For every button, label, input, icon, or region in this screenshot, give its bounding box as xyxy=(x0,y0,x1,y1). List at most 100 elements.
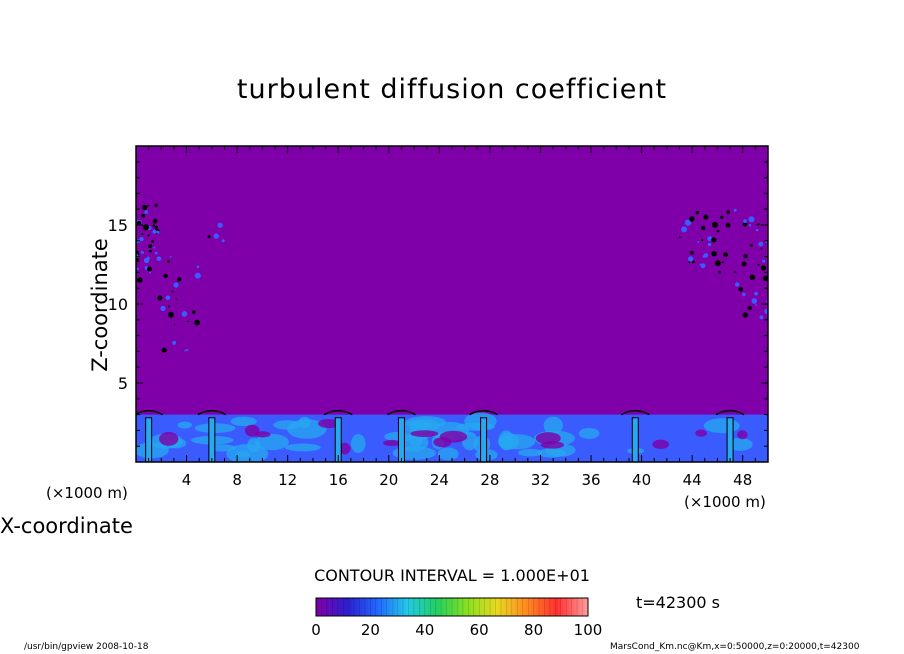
turbulence-swirl xyxy=(350,434,366,453)
colorbar-frame xyxy=(315,597,589,617)
turbulence-speck xyxy=(742,312,748,318)
colorbar-segment xyxy=(443,598,447,616)
turbulence-swirl xyxy=(405,416,446,428)
colorbar-segment xyxy=(337,598,341,616)
colorbar-segment xyxy=(566,598,570,616)
colorbar-segment xyxy=(316,598,320,616)
time-label: t=42300 s xyxy=(636,593,720,612)
turbulence-speck xyxy=(186,348,189,352)
turbulence-speck xyxy=(167,311,174,318)
turbulence-speck xyxy=(758,241,764,247)
plume-column xyxy=(631,417,639,462)
turbulence-speck xyxy=(716,229,720,233)
turbulence-speck xyxy=(151,240,155,243)
turbulence-speck xyxy=(742,221,748,227)
colorbar: 0 20 40 60 80 100 xyxy=(311,597,602,639)
turbulence-speck xyxy=(141,204,148,211)
turbulence-speck xyxy=(714,260,721,267)
turbulence-swirl xyxy=(208,444,236,452)
colorbar-segment xyxy=(481,598,485,616)
plume-contour xyxy=(136,409,164,416)
turbulence-swirl xyxy=(517,448,543,457)
turbulence-gap xyxy=(244,424,260,437)
colorbar-segment xyxy=(446,598,450,616)
colorbar-segment xyxy=(585,598,589,616)
colorbar-segment xyxy=(419,598,423,616)
colorbar-segment xyxy=(345,598,349,616)
turbulence-speck xyxy=(161,347,167,353)
chart-title: turbulent diffusion coefficient xyxy=(236,74,668,105)
colorbar-segment xyxy=(484,598,488,616)
turbulence-speck xyxy=(137,253,140,256)
colorbar-segment xyxy=(364,598,368,616)
colorbar-segment xyxy=(326,598,330,616)
colorbar-segment xyxy=(427,598,431,616)
turbulence-speck xyxy=(207,235,211,239)
colorbar-segment xyxy=(468,598,472,616)
turbulence-speck xyxy=(172,340,177,345)
turbulence-field xyxy=(136,203,768,462)
x-unit-label-right: (×1000 m) xyxy=(684,493,766,511)
turbulence-speck xyxy=(176,277,182,282)
plot-background xyxy=(136,146,768,462)
colorbar-segment xyxy=(359,598,363,616)
colorbar-segment xyxy=(530,598,534,616)
colorbar-segment xyxy=(549,598,553,616)
plume-contour xyxy=(620,409,650,416)
turbulence-speck xyxy=(749,243,753,247)
contour-interval-label: CONTOUR INTERVAL = 1.000E+01 xyxy=(314,566,590,585)
colorbar-segment xyxy=(332,598,336,616)
turbulence-speck xyxy=(136,267,140,271)
turbulence-speck xyxy=(690,250,694,255)
plume-contour xyxy=(469,409,498,416)
turbulence-gap xyxy=(433,437,452,448)
turbulence-speck xyxy=(711,237,717,243)
turbulence-swirl xyxy=(703,418,740,434)
turbulence-speck xyxy=(755,304,757,307)
colorbar-segment xyxy=(375,598,379,616)
turbulence-speck xyxy=(711,221,718,228)
colorbar-segment xyxy=(416,598,420,616)
colorbar-segment xyxy=(373,598,377,616)
plume-column xyxy=(480,417,488,462)
turbulence-speck xyxy=(751,298,758,304)
turbulence-speck xyxy=(156,256,162,261)
turbulence-speck xyxy=(707,242,712,247)
turbulence-speck xyxy=(688,256,694,262)
colorbar-segment xyxy=(392,598,396,616)
turbulence-speck xyxy=(153,218,158,224)
turbulence-speck xyxy=(723,252,728,258)
colorbar-segment xyxy=(492,598,496,616)
colorbar-segment xyxy=(479,598,483,616)
x-tick-label: 4 xyxy=(182,471,192,489)
colorbar-segment xyxy=(520,598,524,616)
colorbar-segment xyxy=(476,598,480,616)
turbulence-speck xyxy=(181,311,188,317)
turbulence-speck xyxy=(153,246,156,249)
footer-left: /usr/bin/gpview 2008-10-18 xyxy=(24,642,149,652)
colorbar-segment xyxy=(582,598,586,616)
turbulence-swirl xyxy=(235,451,250,458)
turbulence-gap xyxy=(695,429,707,437)
colorbar-segment xyxy=(381,598,385,616)
colorbar-segment xyxy=(536,598,540,616)
plume-contour xyxy=(323,409,353,416)
turbulence-speck xyxy=(194,319,201,326)
turbulence-speck xyxy=(684,219,692,226)
colorbar-segment xyxy=(568,598,572,616)
colorbar-segment xyxy=(432,598,436,616)
turbulence-speck xyxy=(143,257,150,264)
colorbar-segment xyxy=(435,598,439,616)
plume-contour xyxy=(387,409,416,416)
turbulence-swirl xyxy=(177,421,193,429)
turbulence-swirl xyxy=(298,416,311,428)
turbulence-swirl xyxy=(543,416,564,435)
colorbar-segment xyxy=(571,598,575,616)
turbulence-swirl xyxy=(247,437,261,453)
turbulence-speck xyxy=(743,254,748,259)
colorbar-segment xyxy=(340,598,344,616)
colorbar-segment xyxy=(552,598,556,616)
turbulence-swirl xyxy=(230,416,257,427)
turbulence-swirl xyxy=(255,433,289,451)
colorbar-segment xyxy=(577,598,581,616)
